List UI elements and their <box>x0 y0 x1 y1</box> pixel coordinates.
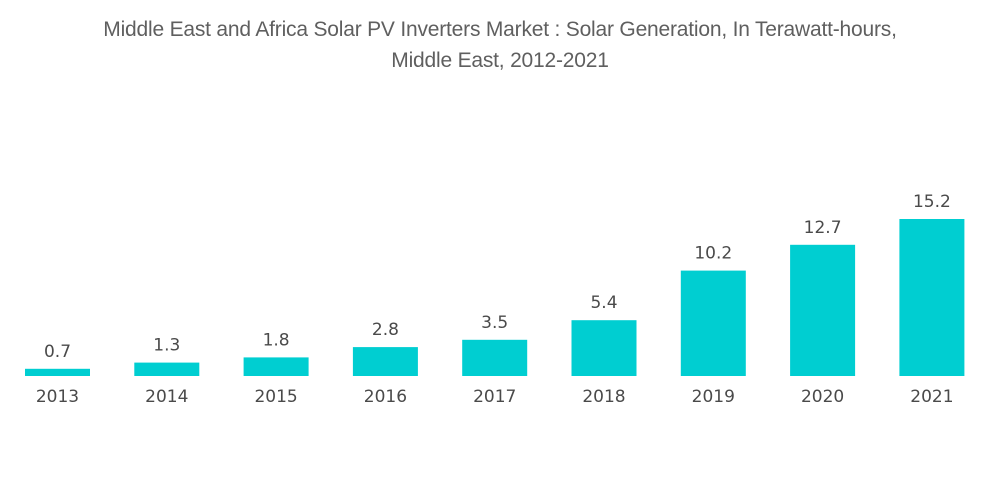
chart-title-line-1: Middle East and Africa Solar PV Inverter… <box>103 18 897 41</box>
bar-2013 <box>25 368 90 376</box>
bar-2018 <box>571 320 637 376</box>
value-label-2013: 0.7 <box>44 342 71 362</box>
bar-2017 <box>462 339 528 376</box>
value-label-2015: 1.8 <box>263 330 290 350</box>
value-label-2017: 3.5 <box>481 313 508 333</box>
x-tick-2018: 2018 <box>582 387 625 407</box>
value-label-2016: 2.8 <box>372 320 399 340</box>
x-axis-tick-labels: 2013 2014 2015 2016 2017 2018 2019 2020 2021 <box>36 387 954 407</box>
bars-group <box>25 219 965 376</box>
bar-2016 <box>352 347 418 376</box>
value-label-2018: 5.4 <box>590 293 617 313</box>
value-label-2014: 1.3 <box>153 336 180 356</box>
bar-2019 <box>680 270 746 376</box>
chart-title-line-2: Middle East, 2012-2021 <box>391 49 609 72</box>
chart-title: Middle East and Africa Solar PV Inverter… <box>0 14 1000 76</box>
bar-2014 <box>134 362 200 376</box>
x-tick-2019: 2019 <box>692 387 735 407</box>
value-label-2020: 12.7 <box>804 218 842 238</box>
bar-2021 <box>899 219 965 376</box>
bar-2020 <box>790 244 856 376</box>
x-tick-2015: 2015 <box>254 387 297 407</box>
bar-2015 <box>243 357 309 376</box>
x-tick-2020: 2020 <box>801 387 844 407</box>
x-tick-2013: 2013 <box>36 387 79 407</box>
x-tick-2021: 2021 <box>910 387 953 407</box>
x-tick-2017: 2017 <box>473 387 516 407</box>
x-tick-2014: 2014 <box>145 387 188 407</box>
value-label-2021: 15.2 <box>913 192 951 212</box>
value-label-2019: 10.2 <box>694 244 732 264</box>
x-tick-2016: 2016 <box>364 387 407 407</box>
value-labels-group: 0.7 1.3 1.8 2.8 3.5 5.4 10.2 12.7 15.2 <box>44 192 951 362</box>
